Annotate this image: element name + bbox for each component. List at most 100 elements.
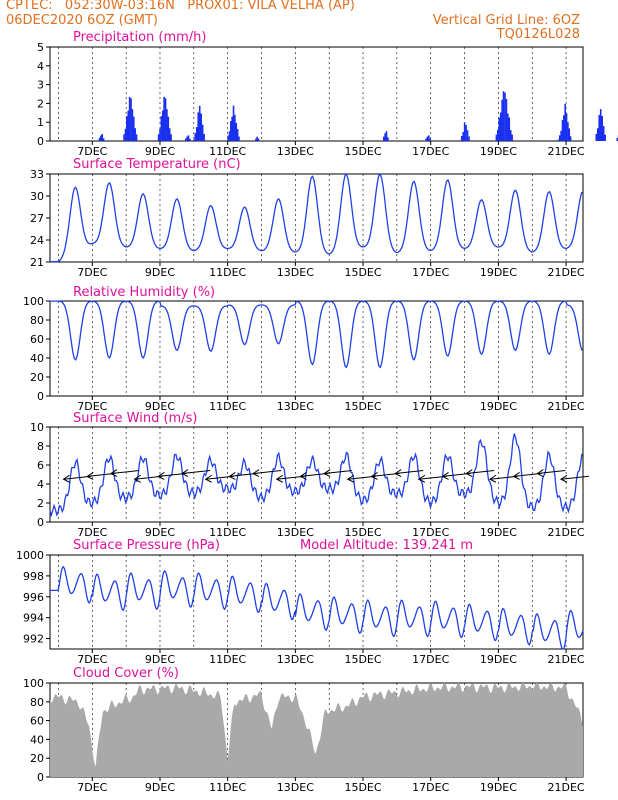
- y-tick-label: 2: [37, 497, 44, 510]
- cloud-cover-area: [50, 683, 583, 777]
- wind-arrow: [324, 470, 353, 475]
- x-tick-label: 7DEC: [77, 400, 107, 413]
- precip-bar: [134, 128, 136, 141]
- wind-arrow-head: [228, 471, 236, 480]
- x-tick-label: 17DEC: [412, 526, 449, 539]
- precip-bar: [567, 122, 569, 141]
- precip-bar: [185, 138, 187, 141]
- y-tick-label: 1: [37, 116, 44, 129]
- x-tick-label: 17DEC: [412, 781, 449, 794]
- precip-bar: [502, 91, 505, 141]
- wind-arrow: [560, 475, 590, 480]
- x-tick-label: 11DEC: [209, 266, 246, 279]
- y-tick-label: 2: [37, 97, 44, 110]
- precip-bar: [232, 105, 235, 141]
- precip-bar: [164, 98, 167, 141]
- precip-bar: [194, 133, 197, 141]
- y-tick-label: 994: [23, 612, 44, 625]
- wind-arrow-head: [417, 474, 426, 483]
- precip-bar: [189, 138, 191, 141]
- wind-arrow: [110, 470, 139, 475]
- precip-bar: [599, 109, 602, 141]
- y-tick-label: 100: [23, 677, 44, 690]
- wind-arrow-head: [441, 471, 449, 480]
- precip-bar: [507, 113, 509, 141]
- x-tick-label: 7DEC: [77, 266, 107, 279]
- wind-arrow-head: [465, 469, 473, 477]
- precip-bar: [604, 134, 606, 141]
- x-tick-label: 11DEC: [209, 526, 246, 539]
- precip-bar: [601, 115, 604, 141]
- x-tick-label: 21DEC: [548, 653, 585, 666]
- precip-bar: [235, 122, 238, 141]
- y-tick-label: 0: [37, 771, 44, 784]
- y-tick-label: 0: [37, 516, 44, 529]
- precip-bar: [160, 116, 163, 141]
- panel-title: Surface Wind (m/s): [73, 411, 197, 426]
- wind-arrow-head: [512, 471, 520, 480]
- x-tick-label: 11DEC: [209, 781, 246, 794]
- wind-arrow-head: [299, 471, 307, 480]
- precip-bar: [126, 116, 128, 141]
- x-tick-label: 9DEC: [145, 145, 175, 158]
- precip-bar: [498, 117, 501, 141]
- precip-bar: [127, 110, 130, 141]
- panel-title: Relative Humidity (%): [73, 285, 215, 300]
- y-tick-label: 992: [23, 633, 44, 646]
- x-tick-label: 19DEC: [480, 145, 517, 158]
- x-tick-label: 11DEC: [209, 653, 246, 666]
- x-tick-label: 9DEC: [145, 266, 175, 279]
- precip-bar: [602, 126, 605, 141]
- precip-bar: [197, 112, 200, 141]
- precip-bar: [509, 130, 512, 141]
- x-tick-label: 19DEC: [480, 266, 517, 279]
- precip-bar: [170, 134, 172, 141]
- y-tick-label: 20: [30, 371, 44, 384]
- precip-bar: [132, 116, 135, 141]
- x-tick-label: 11DEC: [209, 400, 246, 413]
- precip-bar: [508, 117, 511, 141]
- precip-bar: [557, 139, 560, 141]
- x-tick-label: 15DEC: [344, 781, 381, 794]
- x-tick-label: 7DEC: [77, 145, 107, 158]
- x-tick-label: 13DEC: [277, 145, 314, 158]
- header-line1: CPTEC: 052:30W-03:16N PROX01: VILA VELHA…: [6, 0, 355, 13]
- precip-bar: [563, 115, 565, 141]
- precip-bar: [505, 98, 508, 141]
- precip-bar: [166, 109, 168, 141]
- x-tick-label: 15DEC: [344, 400, 381, 413]
- wind-arrow-head: [275, 474, 284, 483]
- wind-arrow-head: [394, 469, 402, 477]
- x-tick-label: 15DEC: [344, 266, 381, 279]
- precip-bar: [157, 134, 160, 141]
- x-tick-label: 11DEC: [209, 145, 246, 158]
- y-tick-label: 8: [37, 440, 44, 453]
- precip-bar: [426, 136, 429, 141]
- panel-title: Surface Pressure (hPa): [73, 538, 220, 553]
- precip-bar: [465, 125, 467, 141]
- y-tick-label: 40: [30, 352, 44, 365]
- precip-bar: [598, 114, 601, 141]
- panel-0: [46, 46, 618, 145]
- precip-bar: [387, 137, 389, 141]
- y-tick-label: 40: [30, 733, 44, 746]
- y-tick-label: 60: [30, 715, 44, 728]
- precip-bar: [168, 128, 171, 141]
- precip-bar: [130, 98, 132, 141]
- x-tick-label: 13DEC: [277, 400, 314, 413]
- x-tick-label: 21DEC: [548, 266, 585, 279]
- wind-arrow: [537, 470, 566, 475]
- precip-bar: [560, 130, 562, 141]
- x-tick-label: 19DEC: [480, 400, 517, 413]
- precip-bar: [462, 132, 464, 141]
- wind-arrow-head: [323, 469, 331, 477]
- precip-bar: [131, 109, 134, 141]
- wind-arrow-head: [560, 474, 568, 483]
- wind-arrow: [466, 470, 495, 475]
- header-model-id: TQ0126L028: [496, 27, 580, 42]
- x-tick-label: 13DEC: [277, 653, 314, 666]
- precip-bar: [384, 133, 386, 141]
- precip-bar: [466, 130, 469, 141]
- y-tick-label: 996: [23, 591, 44, 604]
